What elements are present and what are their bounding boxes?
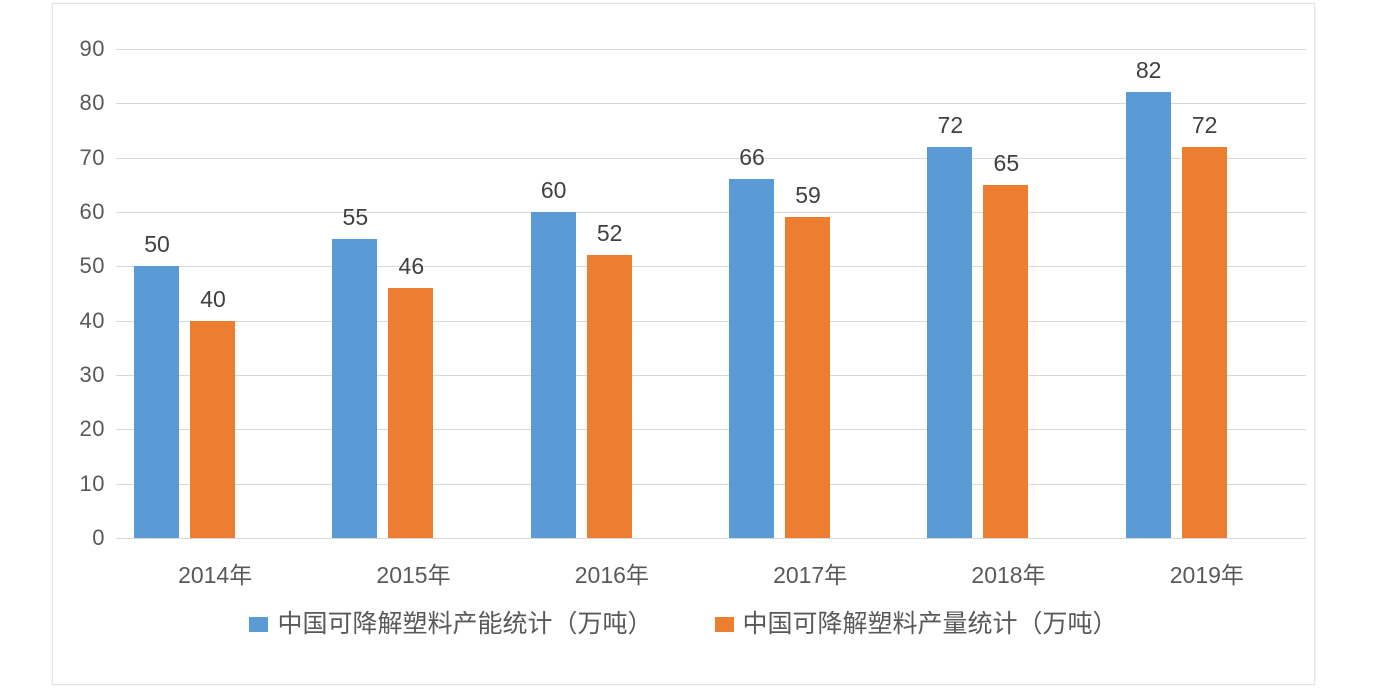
bar-series-1[interactable]: [134, 266, 179, 538]
legend-item-series-2[interactable]: 中国可降解塑料产量统计（万吨）: [714, 610, 1118, 638]
gridline-20: [116, 429, 1306, 431]
bar-series-2[interactable]: [785, 217, 830, 538]
bar-value-label: 82: [1135, 57, 1162, 84]
y-axis-tick-label: 60: [79, 199, 105, 224]
bar-series-1[interactable]: [530, 212, 576, 538]
legend-label: 中国可降解塑料产量统计（万吨）: [742, 610, 1118, 638]
y-axis-tick-label: 90: [79, 36, 105, 61]
gridline-70: [116, 157, 1306, 159]
bar-value-label: 72: [937, 111, 964, 138]
y-axis-tick-label: 30: [79, 362, 105, 387]
bar-group: 72 65: [909, 49, 1107, 538]
bar-group: 66 59: [711, 49, 909, 538]
x-axis-tick-label: 2015年: [376, 562, 451, 588]
gridline-50: [116, 266, 1306, 268]
gridline-0: [116, 538, 1306, 539]
bar-value-label: 72: [1191, 111, 1218, 138]
bar-value-label: 40: [200, 285, 226, 312]
bar-value-label: 55: [342, 204, 369, 231]
x-axis-tick-label: 2014年: [178, 562, 253, 588]
bar-value-label: 50: [144, 231, 170, 258]
gridline-60: [116, 212, 1306, 213]
bar-series-2[interactable]: [190, 320, 235, 538]
chart-plot-wrapper: 90 80 70 60 50 40 30 20 10 0 50 40 55 46 60 52 66 59 72 65…: [53, 4, 1314, 684]
y-axis-tick-label: 40: [79, 307, 105, 333]
bar-value-label: 59: [795, 182, 821, 209]
bar-series-1[interactable]: [1125, 92, 1171, 538]
plot-area: 50 40 55 46 60 52 66 59 72 65 82 72: [116, 49, 1306, 538]
x-axis-tick-label: 2016年: [574, 562, 649, 588]
bar-series-2[interactable]: [586, 255, 632, 538]
gridline-10: [116, 483, 1306, 485]
bar-series-2[interactable]: [1181, 146, 1227, 538]
chart-frame: 90 80 70 60 50 40 30 20 10 0 50 40 55 46 60 52 66 59 72 65…: [52, 3, 1315, 685]
bar-value-label: 65: [993, 149, 1020, 176]
bar-series-2[interactable]: [388, 288, 434, 538]
bar-series-1[interactable]: [332, 239, 378, 538]
y-axis-tick-label: 50: [79, 253, 105, 279]
gridline-80: [116, 103, 1306, 105]
legend-swatch-icon: [249, 617, 269, 632]
bar-value-label: 46: [398, 253, 425, 280]
legend-label: 中国可降解塑料产能统计（万吨）: [277, 610, 653, 638]
bar-value-label: 66: [739, 144, 765, 171]
bar-series-2[interactable]: [983, 184, 1029, 538]
bar-value-label: 60: [540, 177, 567, 203]
gridline-90: [116, 49, 1306, 50]
x-axis-tick-label: 2018年: [971, 562, 1046, 588]
gridline-40: [116, 320, 1306, 322]
bar-value-label: 52: [596, 220, 623, 247]
gridline-30: [116, 375, 1306, 376]
bar-group: 55 46: [314, 49, 512, 538]
x-axis-tick-label: 2019年: [1169, 562, 1244, 588]
y-axis-tick-label: 10: [79, 470, 105, 496]
bar-group: 82 72: [1108, 49, 1306, 538]
legend-swatch-icon: [714, 617, 734, 632]
chart-legend: 中国可降解塑料产能统计（万吨） 中国可降解塑料产量统计（万吨）: [53, 612, 1314, 637]
y-axis-tick-label: 70: [79, 144, 105, 170]
bar-group: 50 40: [116, 49, 314, 538]
legend-item-series-1[interactable]: 中国可降解塑料产能统计（万吨）: [249, 610, 653, 638]
x-axis-tick-label: 2017年: [773, 562, 848, 588]
bar-group: 60 52: [513, 49, 711, 538]
y-axis-tick-label: 80: [79, 90, 105, 116]
bar-series-1[interactable]: [729, 179, 774, 538]
bar-series-1[interactable]: [927, 146, 973, 538]
y-axis-tick-label: 0: [92, 525, 105, 550]
y-axis-tick-label: 20: [79, 416, 105, 442]
